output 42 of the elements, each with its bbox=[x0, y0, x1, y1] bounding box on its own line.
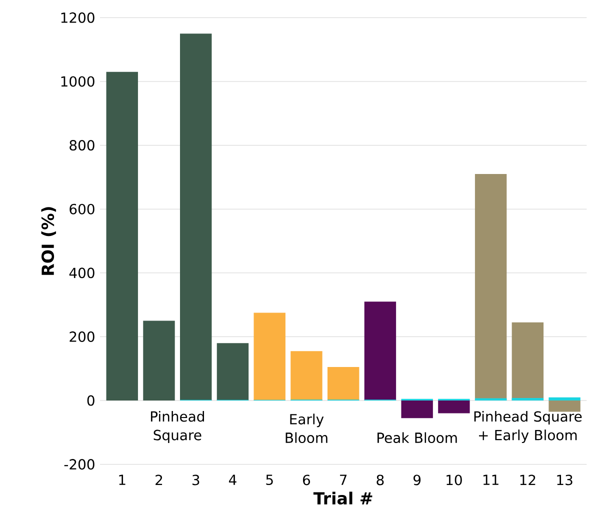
annotation: Pinhead Square + Early Bloom bbox=[474, 410, 582, 444]
x-axis-title: Trial # bbox=[313, 492, 372, 505]
annotation: Pinhead Square bbox=[150, 410, 204, 444]
bar bbox=[548, 400, 580, 412]
bar bbox=[290, 351, 322, 401]
x-tick-label: 11 bbox=[483, 474, 498, 485]
x-tick-label: 8 bbox=[376, 474, 384, 486]
x-tick-label: 9 bbox=[414, 474, 421, 486]
bar bbox=[438, 400, 470, 414]
y-tick-label: 600 bbox=[70, 204, 94, 214]
bar bbox=[512, 322, 544, 401]
y-axis-title: ROI (%) bbox=[41, 207, 56, 275]
annotation: Early Bloom bbox=[286, 414, 328, 444]
bar bbox=[474, 174, 507, 401]
y-tick-label: 0 bbox=[87, 395, 94, 406]
x-tick-label: 3 bbox=[192, 474, 200, 486]
x-tick-label: 4 bbox=[228, 474, 236, 485]
x-tick-label: 12 bbox=[520, 474, 536, 486]
x-tick-label: 2 bbox=[156, 474, 162, 486]
x-tick-label: 6 bbox=[303, 474, 310, 486]
bar bbox=[364, 302, 396, 401]
y-tick-label: 400 bbox=[69, 268, 94, 278]
y-tick-label: 1200 bbox=[61, 12, 94, 23]
bar bbox=[216, 343, 249, 401]
bar bbox=[143, 320, 175, 401]
x-tick-label: 1 bbox=[119, 474, 126, 485]
y-tick-label: 1000 bbox=[61, 76, 94, 87]
bar bbox=[401, 400, 433, 418]
x-tick-label: 10 bbox=[446, 474, 462, 486]
y-tick-label: 200 bbox=[70, 331, 94, 342]
x-tick-label: 5 bbox=[266, 474, 273, 486]
bar bbox=[512, 398, 544, 401]
x-tick-label: 7 bbox=[340, 474, 347, 485]
bar bbox=[106, 72, 138, 401]
y-tick-label: -200 bbox=[64, 459, 94, 470]
bar bbox=[254, 312, 286, 401]
annotation: Peak Bloom bbox=[378, 432, 457, 444]
x-tick-label: 13 bbox=[557, 474, 572, 486]
y-tick-label: 800 bbox=[70, 140, 94, 151]
bar bbox=[548, 397, 580, 401]
bar bbox=[180, 34, 212, 401]
bar bbox=[327, 367, 360, 401]
